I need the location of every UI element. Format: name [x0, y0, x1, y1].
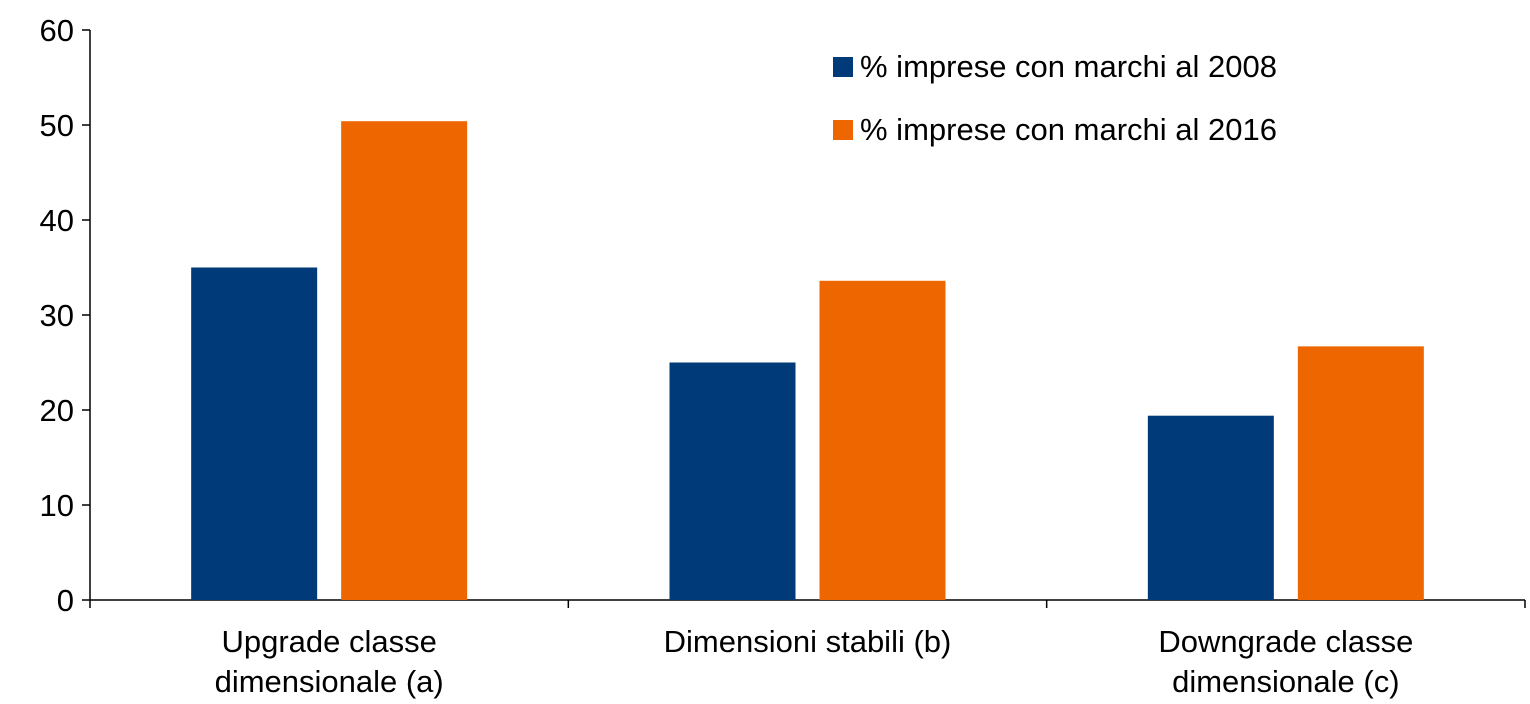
bar-series-1-category-2 — [669, 362, 796, 600]
y-axis: 0 10 20 30 40 50 60 — [40, 13, 91, 618]
y-tick-label: 60 — [40, 13, 74, 48]
y-tick-label: 50 — [40, 108, 74, 143]
category-label: Downgrade classe — [1158, 624, 1413, 659]
category-label: dimensionale (c) — [1172, 664, 1399, 699]
bar-series-2-category-1 — [341, 121, 468, 600]
legend-label-1: % imprese con marchi al 2008 — [860, 49, 1277, 84]
y-tick-label: 10 — [40, 488, 74, 523]
y-tick-label: 20 — [40, 393, 74, 428]
legend-swatch-2 — [833, 120, 853, 140]
legend: % imprese con marchi al 2008 % imprese co… — [833, 49, 1277, 147]
legend-swatch-1 — [833, 57, 853, 77]
bar-series-1-category-1 — [191, 267, 318, 600]
category-label: Dimensioni stabili (b) — [664, 624, 952, 659]
bars — [191, 121, 1424, 600]
bar-series-1-category-3 — [1147, 415, 1274, 600]
category-label: Upgrade classe — [221, 624, 436, 659]
y-tick-label: 40 — [40, 203, 74, 238]
y-tick-label: 30 — [40, 298, 74, 333]
category-labels: Upgrade classe dimensionale (a) Dimensioni… — [215, 624, 1414, 699]
bar-series-2-category-3 — [1297, 346, 1424, 600]
bar-series-2-category-2 — [819, 280, 946, 600]
y-tick-label: 0 — [57, 583, 74, 618]
legend-label-2: % imprese con marchi al 2016 — [860, 112, 1277, 147]
x-axis — [89, 599, 1526, 608]
category-label: dimensionale (a) — [215, 664, 444, 699]
